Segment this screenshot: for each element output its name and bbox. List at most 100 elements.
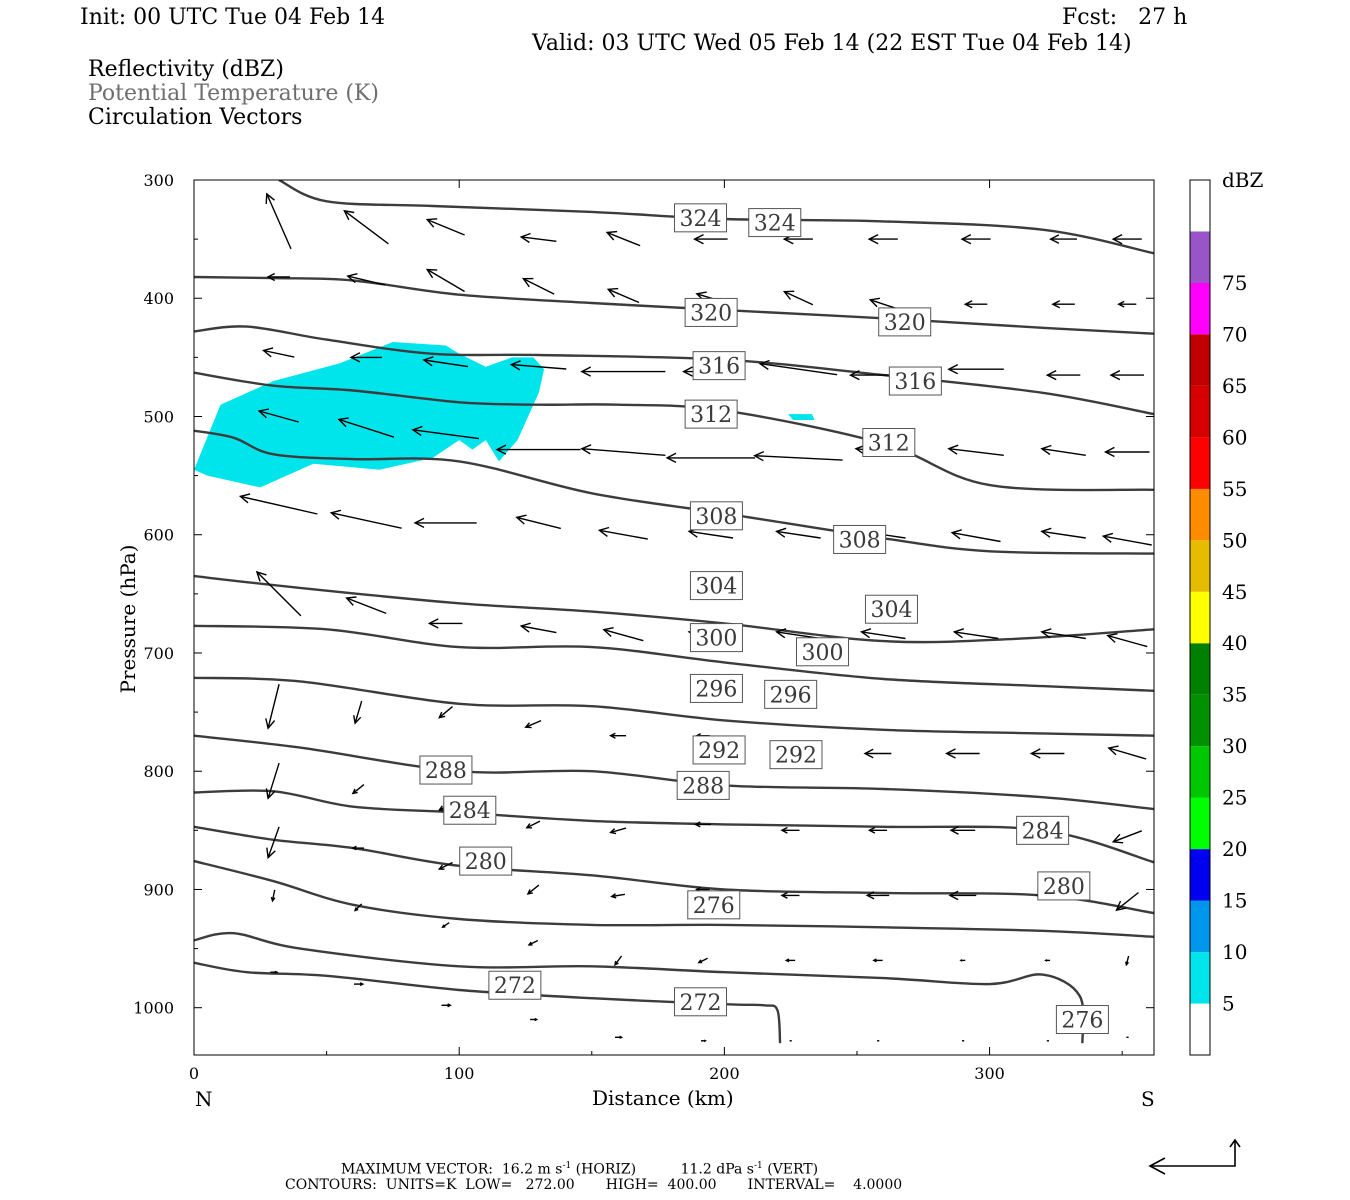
circulation-vector: [354, 982, 365, 987]
isentrope-label-280-0: 280: [459, 846, 513, 876]
circulation-vector: [863, 748, 892, 759]
plot-frame: [193, 179, 1155, 1056]
circulation-vector: [606, 287, 640, 304]
circulation-vector: [262, 347, 295, 358]
reference-vector-icon: [1148, 1138, 1241, 1175]
colorbar-frame: [1189, 179, 1211, 1056]
isentrope-label-272-1: 272: [674, 987, 728, 1017]
circulation-vector: [255, 570, 302, 617]
colorbar-level-label: 75: [1222, 271, 1247, 295]
contour-label-layer: 324 324 320 320 316 316 312 312 308 308 304 304 300 3…: [419, 203, 1109, 1035]
circulation-vector: [753, 450, 843, 462]
reflectivity-area-1: [788, 414, 815, 420]
isentrope-296: [194, 676, 1154, 737]
circulation-vector: [945, 748, 980, 759]
circulation-vector: [758, 359, 838, 376]
isentrope-label-312-1: 312: [862, 428, 916, 457]
circulation-vector: [266, 826, 280, 860]
isentrope-label-276-1: 276: [1055, 1005, 1109, 1035]
circulation-vector: [1045, 369, 1081, 381]
circulation-vector: [614, 955, 623, 967]
circulation-vector: [1111, 233, 1142, 245]
svg-text:308: 308: [839, 528, 881, 553]
circulation-vector: [437, 861, 453, 870]
y-axis-title: Pressure (hPa): [116, 544, 140, 694]
circulation-vector: [441, 922, 450, 928]
circulation-vector: [701, 1039, 707, 1043]
isentrope-label-288-1: 288: [676, 770, 730, 800]
isentrope-284: [194, 825, 1154, 915]
isentrope-292: [194, 734, 1154, 811]
contours-info: CONTOURS: UNITS=K LOW= 272.00 HIGH= 400.…: [285, 1177, 903, 1193]
circulation-vector: [1107, 745, 1147, 760]
svg-text:280: 280: [1043, 875, 1085, 900]
isentrope-label-316-1: 316: [888, 366, 942, 396]
circulation-vector: [609, 827, 627, 835]
svg-text:284: 284: [449, 799, 491, 824]
colorbar-swatch: [1190, 643, 1210, 695]
x-tick-label: 300: [974, 1064, 1005, 1083]
colorbar-level-label: 50: [1222, 528, 1247, 552]
circulation-vector: [867, 826, 887, 834]
circulation-vector: [329, 509, 402, 529]
circulation-vector: [602, 627, 644, 642]
isentrope-312: [194, 371, 1154, 492]
isentrope-300: [194, 624, 1154, 692]
isentrope-label-324-1: 324: [748, 208, 802, 238]
svg-text:316: 316: [894, 370, 936, 395]
circulation-vector: [959, 959, 966, 962]
isentrope-280: [194, 859, 1154, 938]
svg-text:276: 276: [693, 894, 735, 919]
svg-text:324: 324: [754, 212, 796, 237]
svg-text:324: 324: [680, 207, 722, 232]
isentrope-label-312-0: 312: [684, 399, 738, 429]
isentrope-layer: [194, 180, 1154, 1044]
circulation-vector: [1049, 234, 1077, 244]
isentrope-label-284-0: 284: [443, 795, 497, 825]
svg-text:276: 276: [1061, 1009, 1103, 1034]
isentrope-276: [194, 931, 1085, 1044]
circulation-vector: [868, 297, 897, 310]
svg-text:272: 272: [494, 974, 536, 999]
svg-text:312: 312: [868, 432, 910, 457]
y-tick-label: 800: [143, 762, 174, 781]
svg-text:316: 316: [698, 355, 740, 380]
reflectivity-area-0: [194, 342, 545, 488]
y-tick-label: 900: [143, 880, 174, 899]
x-axis-title: Distance (km): [592, 1086, 734, 1110]
svg-text:300: 300: [802, 641, 844, 666]
circulation-vector: [270, 970, 279, 974]
svg-text:304: 304: [870, 598, 912, 623]
x-tick-label: 0: [189, 1064, 199, 1083]
colorbar-swatch: [1190, 385, 1210, 438]
circulation-vector: [351, 845, 364, 851]
y-tick-label: 600: [143, 526, 174, 545]
north-end-label: N: [195, 1087, 213, 1111]
circulation-vector: [1106, 633, 1148, 648]
circulation-vector: [1101, 532, 1152, 546]
isentrope-label-296-1: 296: [764, 679, 818, 709]
south-end-label: S: [1141, 1087, 1155, 1111]
colorbar-level-label: 30: [1222, 734, 1247, 758]
svg-text:308: 308: [695, 505, 737, 530]
circulation-vector: [354, 903, 363, 912]
circulation-vector: [1117, 300, 1137, 308]
circulation-vector: [265, 684, 280, 730]
reflectivity-field-label: Reflectivity (dBZ): [88, 57, 284, 82]
colorbar-swatch: [1190, 437, 1210, 489]
svg-text:320: 320: [884, 311, 926, 336]
circulation-vector: [697, 957, 708, 964]
isentrope-label-292-0: 292: [692, 735, 746, 765]
circulation-vector: [615, 1035, 624, 1039]
colorbar-level-label: 25: [1222, 786, 1247, 810]
isentrope-label-308-0: 308: [689, 501, 743, 531]
circulation-vector: [349, 352, 382, 363]
circulation-vector: [580, 366, 666, 377]
circulation-vector: [960, 233, 991, 245]
circulation-vector: [1044, 959, 1051, 962]
y-tick-label: 1000: [133, 999, 174, 1018]
colorbar-swatch: [1190, 540, 1210, 592]
reflectivity-layer: [194, 342, 815, 488]
colorbar-swatch: [1190, 952, 1210, 1004]
